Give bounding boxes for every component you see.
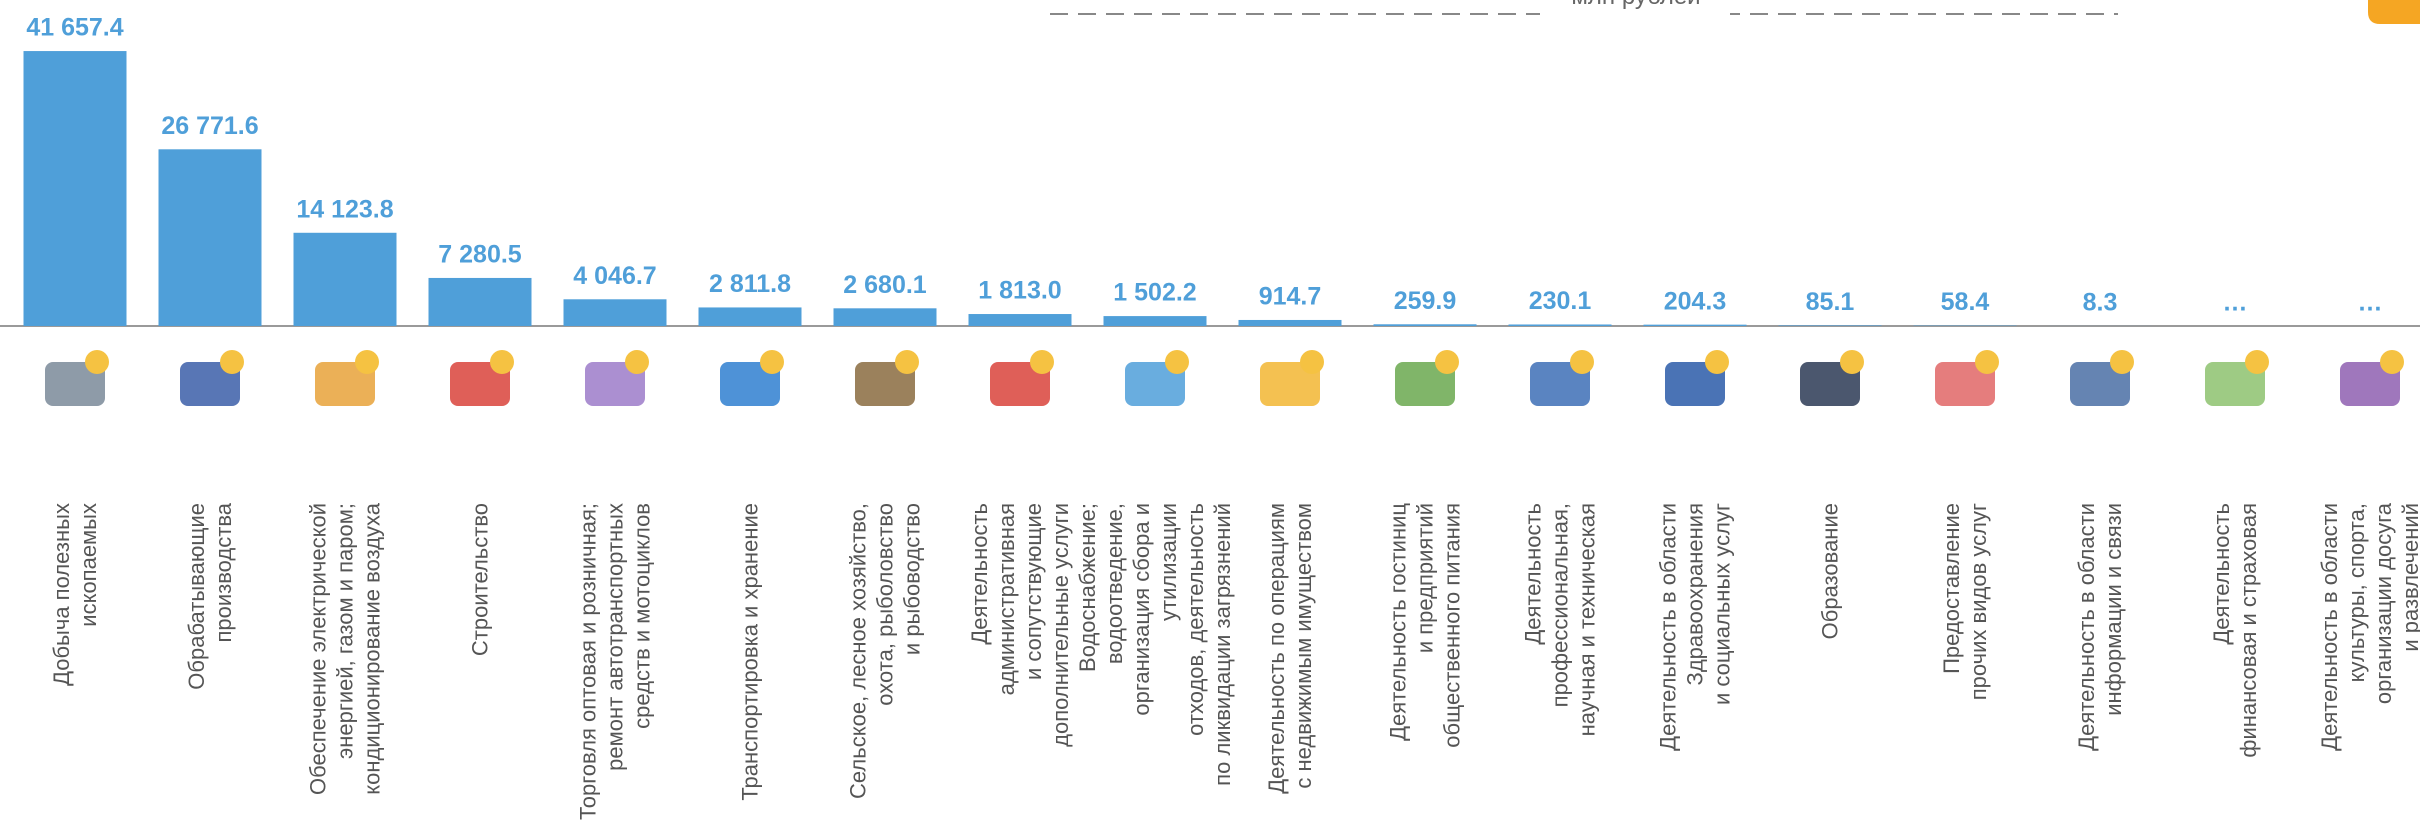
corner-badge — [2368, 0, 2420, 24]
value-label: 1 813.0 — [978, 277, 1061, 305]
value-label: … — [2358, 289, 2383, 317]
category-label: Обрабатывающие производства — [183, 503, 237, 833]
bar — [564, 299, 667, 326]
icon — [760, 350, 784, 374]
value-label: 7 280.5 — [438, 241, 522, 269]
value-label: 2 680.1 — [843, 271, 927, 299]
category-label: Торговля оптовая и розничная; ремонт авт… — [575, 503, 656, 833]
bar — [1779, 325, 1882, 326]
value-label: 2 811.8 — [709, 270, 791, 298]
icon — [895, 350, 919, 374]
icon — [1030, 350, 1054, 374]
bar — [1509, 324, 1612, 326]
category-label: Предоставление прочих видов услуг — [1938, 503, 1992, 833]
value-label: 8.3 — [2083, 289, 2118, 317]
bar — [699, 307, 802, 326]
category-label: Водоснабжение; водоотведение, организаци… — [1074, 503, 1236, 833]
bar — [1374, 324, 1477, 326]
category-label: Деятельность финансовая и страховая — [2208, 503, 2262, 833]
value-label: 1 502.2 — [1113, 279, 1196, 307]
value-label: 41 657.4 — [26, 14, 123, 42]
icon — [490, 350, 514, 374]
value-label: 230.1 — [1529, 287, 1592, 315]
category-label: Добыча полезных ископаемых — [48, 503, 102, 833]
category-label: Сельское, лесное хозяйство, охота, рыбол… — [845, 503, 926, 833]
value-label: 26 771.6 — [161, 112, 258, 140]
category-label: Деятельность по операциям с недвижимым и… — [1263, 503, 1317, 833]
category-label: Обеспечение электрической энергией, газо… — [305, 503, 386, 833]
icon — [1300, 350, 1324, 374]
icon — [1165, 350, 1189, 374]
icon — [2110, 350, 2134, 374]
bar — [429, 278, 532, 326]
value-label: 58.4 — [1941, 288, 1990, 316]
bar — [969, 314, 1072, 326]
category-label: Деятельность профессиональная, научная и… — [1520, 503, 1601, 833]
category-label: Деятельность в области Здравоохранения и… — [1655, 503, 1736, 833]
icon — [1975, 350, 1999, 374]
value-label: 259.9 — [1394, 287, 1457, 315]
category-label: Деятельность гостиниц и предприятий обще… — [1385, 503, 1466, 833]
bar — [834, 308, 937, 326]
page: млн рублей 41 657.4 26 771.6 14 123.8 7 280… — [0, 0, 2420, 832]
bar — [159, 149, 262, 326]
value-label: 204.3 — [1664, 287, 1727, 315]
category-label: Деятельность в области культуры, спорта,… — [2316, 503, 2420, 833]
value-label: 914.7 — [1259, 283, 1322, 311]
icon — [355, 350, 379, 374]
value-label: 85.1 — [1806, 288, 1855, 316]
icon — [2380, 350, 2404, 374]
value-label: 14 123.8 — [296, 195, 393, 223]
bar — [1644, 325, 1747, 326]
category-label: Деятельность административная и сопутств… — [966, 503, 1074, 833]
icon — [2245, 350, 2269, 374]
category-label: Образование — [1817, 503, 1844, 833]
icon — [1840, 350, 1864, 374]
value-label: … — [2223, 289, 2248, 317]
icon — [625, 350, 649, 374]
category-label: Строительство — [467, 503, 494, 833]
icon — [220, 350, 244, 374]
bar — [24, 51, 127, 326]
icon — [85, 350, 109, 374]
bar — [294, 233, 397, 326]
bar — [1239, 320, 1342, 326]
category-label: Деятельность в области информации и связ… — [2073, 503, 2127, 833]
category-label: Транспортировка и хранение — [737, 503, 764, 833]
icon — [1435, 350, 1459, 374]
subtitle: млн рублей — [1571, 0, 1700, 10]
icon — [1705, 350, 1729, 374]
icon — [1570, 350, 1594, 374]
bar — [1104, 316, 1207, 326]
value-label: 4 046.7 — [573, 262, 656, 290]
